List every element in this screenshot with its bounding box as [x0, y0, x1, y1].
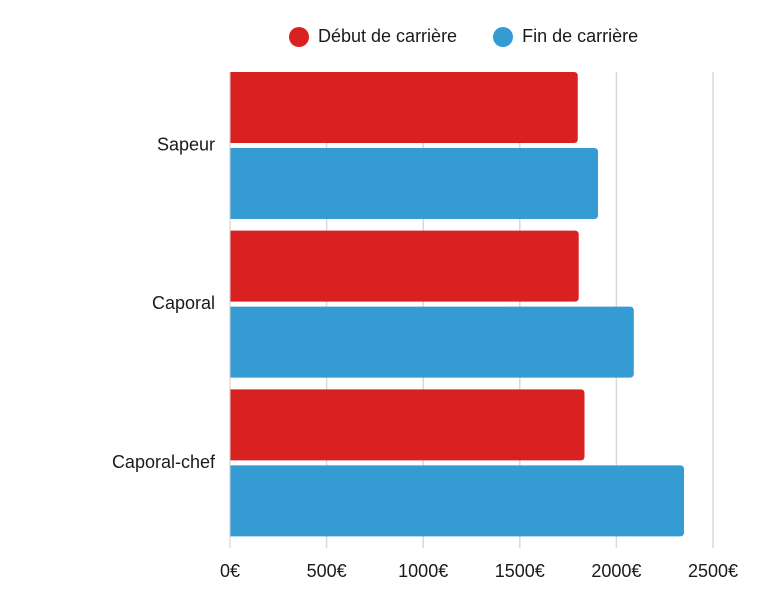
- legend-label-fin: Fin de carrière: [522, 26, 639, 46]
- x-tick-label-0: 0€: [220, 561, 240, 581]
- bar-caporal-chef-debut: [230, 389, 585, 461]
- x-tick-label-4: 2000€: [591, 561, 641, 581]
- x-tick-label-3: 1500€: [495, 561, 545, 581]
- bar-sapeur-debut: [230, 72, 578, 143]
- bar-caporal-debut: [230, 230, 579, 302]
- category-label-sapeur: Sapeur: [157, 135, 215, 155]
- x-tick-label-2: 1000€: [398, 561, 448, 581]
- legend-label-debut: Début de carrière: [318, 26, 458, 46]
- bar-caporal-fin: [230, 306, 634, 378]
- chart-legend: Début de carrière Fin de carrière: [289, 26, 674, 47]
- legend-item-fin: Fin de carrière: [493, 26, 638, 47]
- bar-sapeur-fin: [230, 148, 599, 219]
- x-tick-label-1: 500€: [307, 561, 347, 581]
- legend-swatch-fin: [493, 26, 514, 47]
- category-label-caporal-chef: Caporal-chef: [112, 452, 216, 472]
- legend-swatch-debut: [289, 26, 309, 47]
- legend-item-debut: Début de carrière: [289, 26, 457, 47]
- x-tick-label-5: 2500€: [688, 561, 738, 581]
- category-label-caporal: Caporal: [152, 293, 215, 313]
- bar-caporal-chef-fin: [230, 465, 685, 537]
